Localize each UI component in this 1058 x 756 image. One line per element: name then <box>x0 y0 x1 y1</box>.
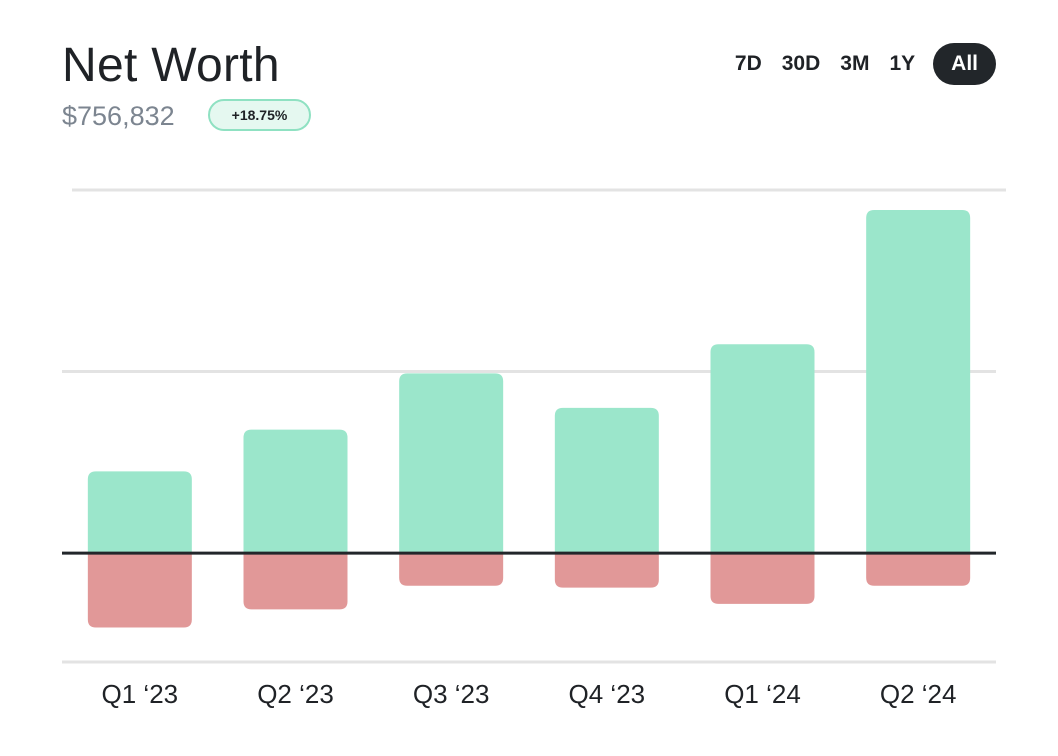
positive-bar <box>710 344 815 554</box>
negative-bar <box>243 553 348 610</box>
page-title: Net Worth <box>62 39 280 92</box>
gridlines <box>62 188 1006 664</box>
positive-bar <box>866 209 971 554</box>
x-tick-label: Q2 ‘23 <box>257 679 334 709</box>
time-range-selector: 7D 30D 3M 1Y All <box>727 43 996 85</box>
negative-bar <box>866 553 971 586</box>
range-1y-button[interactable]: 1Y <box>881 43 923 85</box>
change-badge: +18.75% <box>208 99 311 131</box>
negative-bar <box>399 553 504 586</box>
range-30d-button[interactable]: 30D <box>774 43 829 85</box>
net-worth-value: $756,832 <box>62 101 175 131</box>
x-axis-tick-labels: Q1 ‘23 Q2 ‘23 Q3 ‘23 Q4 ‘23 Q1 ‘24 Q2 ‘24 <box>102 679 957 709</box>
negative-bar <box>710 553 815 604</box>
range-7d-button[interactable]: 7D <box>727 43 770 85</box>
positive-bar <box>554 407 659 554</box>
positive-bar <box>399 373 504 554</box>
bars <box>87 209 971 628</box>
range-3m-button[interactable]: 3M <box>832 43 877 85</box>
negative-bar <box>554 553 659 588</box>
negative-bar <box>87 553 192 628</box>
x-tick-label: Q1 ‘24 <box>724 679 801 709</box>
x-tick-label: Q2 ‘24 <box>880 679 957 709</box>
positive-bar <box>243 429 348 554</box>
x-tick-label: Q1 ‘23 <box>102 679 179 709</box>
x-tick-label: Q4 ‘23 <box>569 679 646 709</box>
range-all-button[interactable]: All <box>933 43 996 85</box>
x-tick-label: Q3 ‘23 <box>413 679 490 709</box>
positive-bar <box>87 471 192 554</box>
